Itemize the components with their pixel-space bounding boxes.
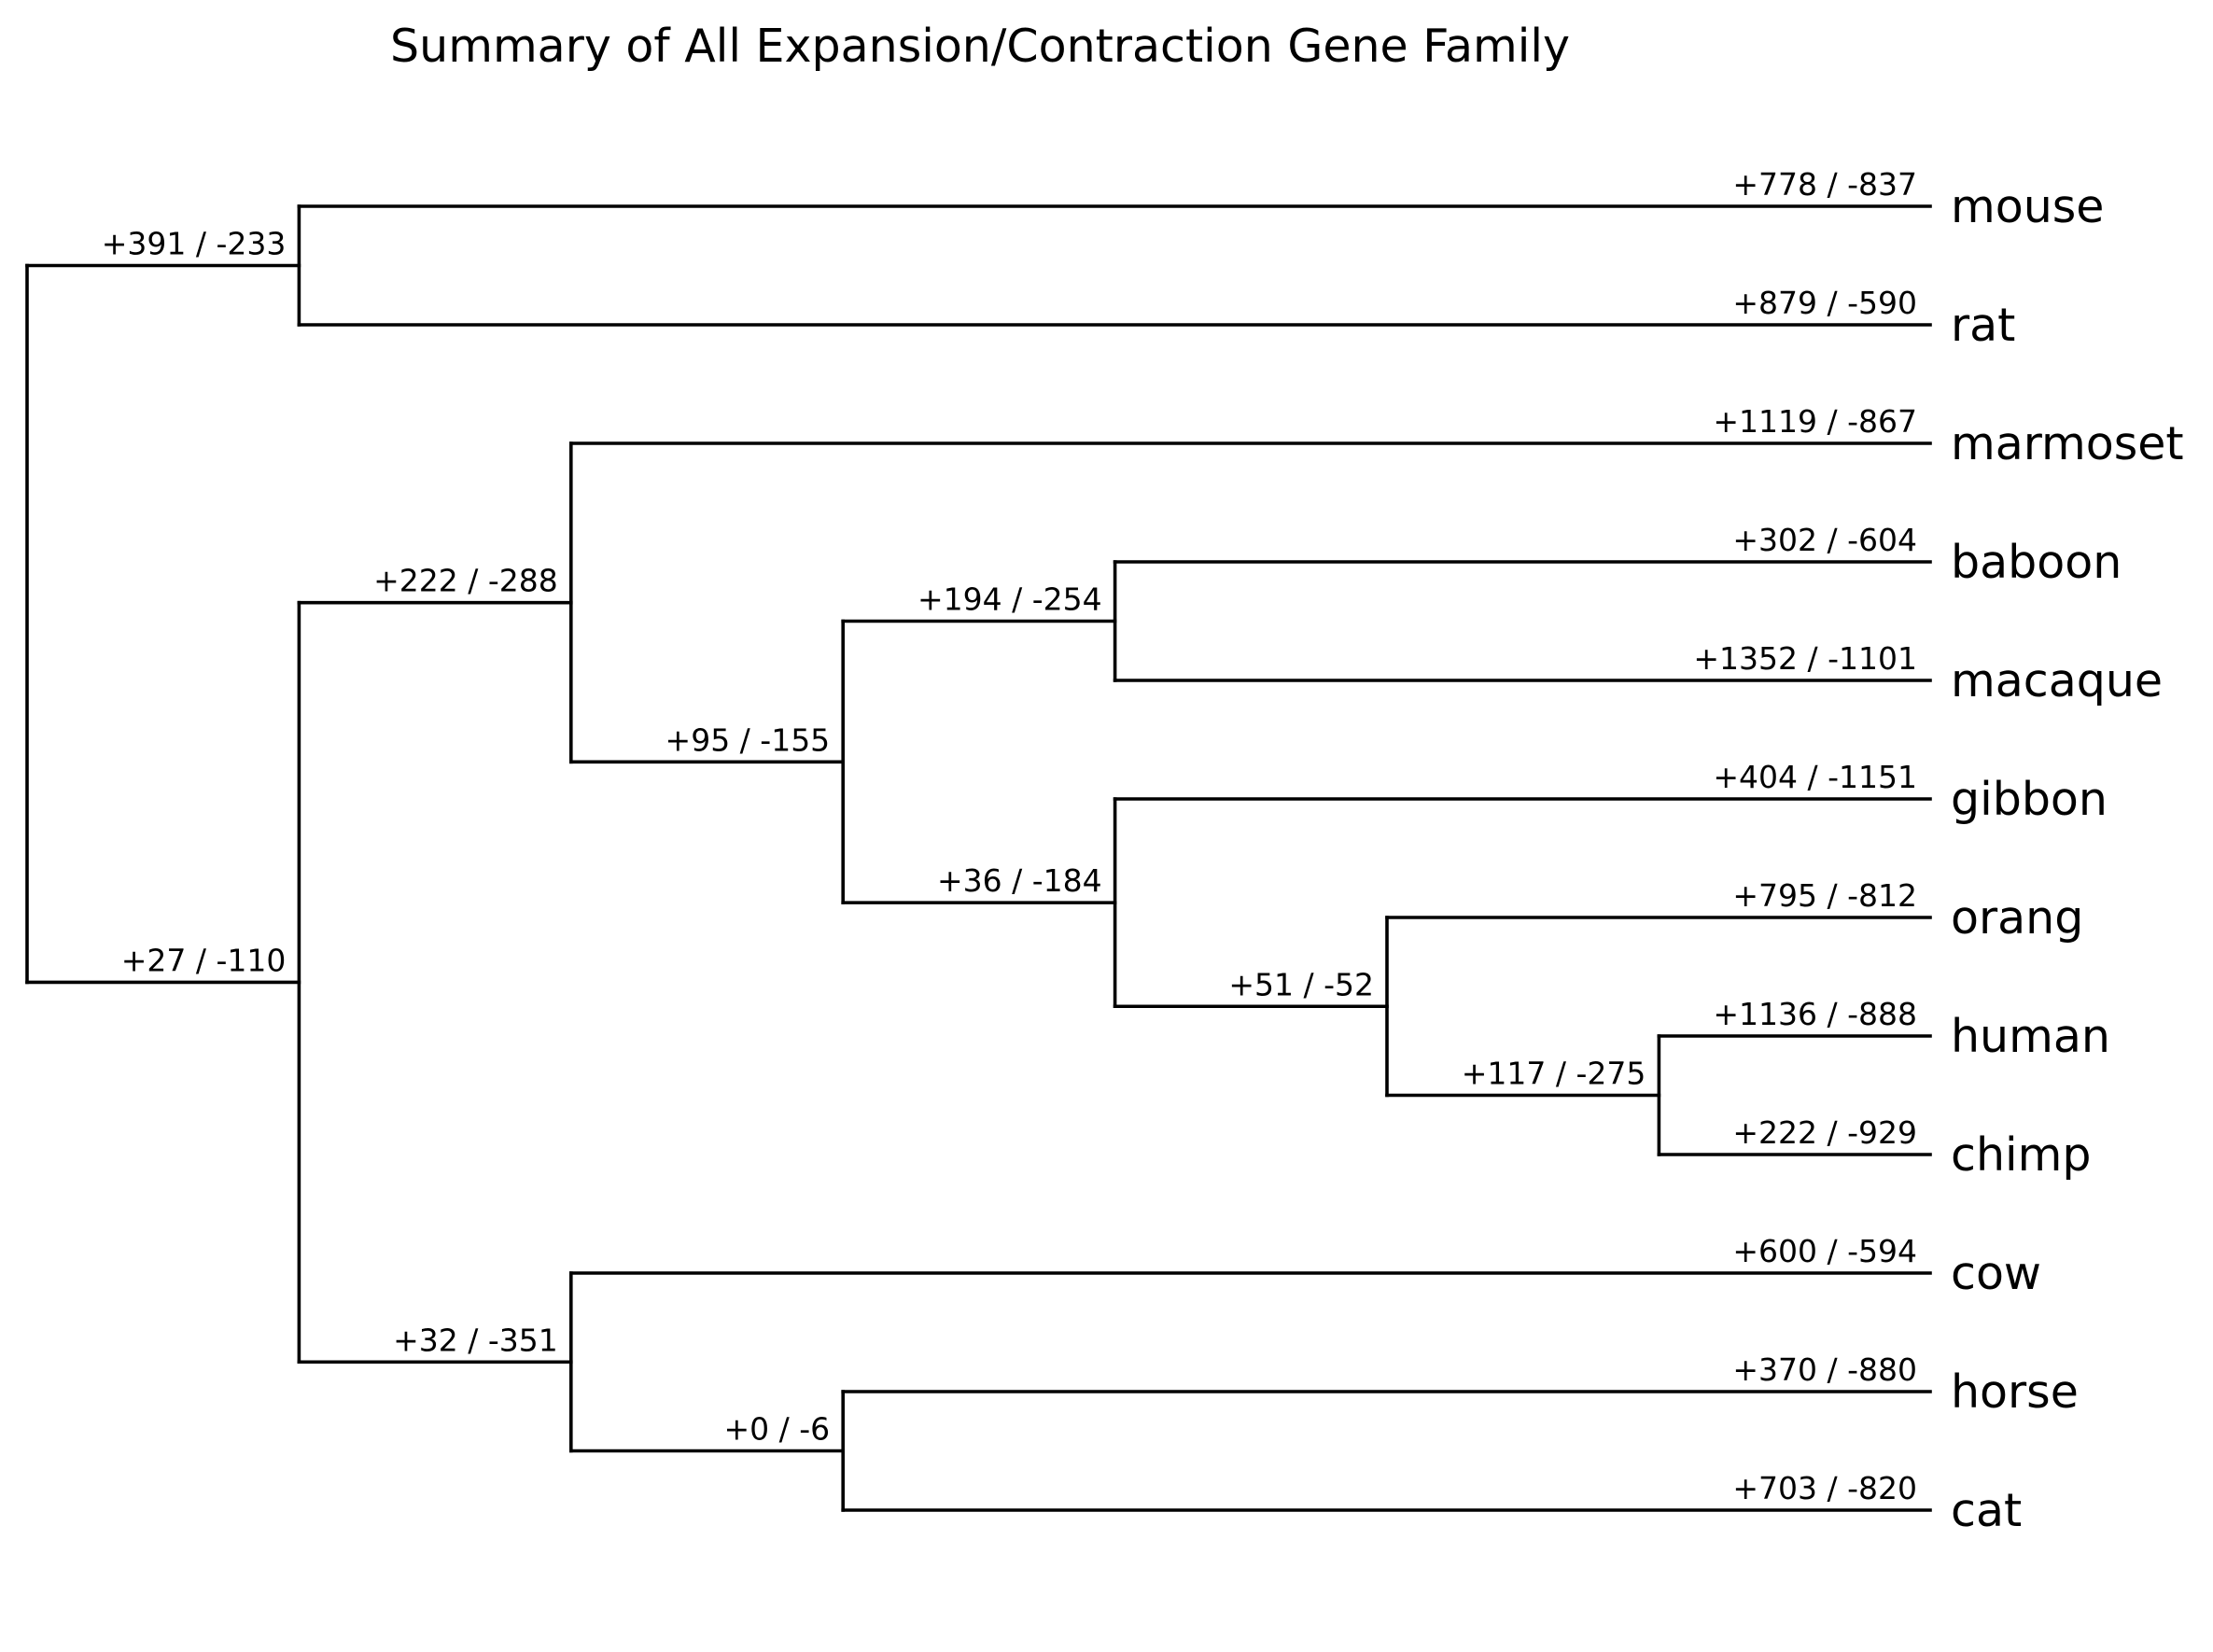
leaf-label-human: human bbox=[1951, 1010, 2110, 1063]
leaf-label-rat: rat bbox=[1951, 299, 2015, 352]
leaf-label-horse: horse bbox=[1951, 1365, 2079, 1419]
leaf-label-cat: cat bbox=[1951, 1484, 2022, 1537]
leaf-label-chimp: chimp bbox=[1951, 1128, 2091, 1182]
tree-branches bbox=[25, 204, 1932, 1512]
branch-label-marmoset: +1119 / -867 bbox=[1713, 403, 1917, 440]
branch-label-root-1: +27 / -110 bbox=[121, 942, 287, 978]
branch-label-root-1-0-1-1: +36 / -184 bbox=[937, 862, 1102, 899]
branch-label-root-1-0-1-1-1-1: +117 / -275 bbox=[1462, 1056, 1646, 1092]
branch-label-root-0: +391 / -233 bbox=[102, 226, 287, 262]
branch-label-chimp: +222 / -929 bbox=[1732, 1114, 1917, 1151]
branch-label-macaque: +1352 / -1101 bbox=[1693, 640, 1917, 677]
branch-label-mouse: +778 / -837 bbox=[1732, 166, 1917, 203]
leaf-label-orang: orang bbox=[1951, 891, 2083, 945]
tree-labels: +391 / -233 +778 / -837 mouse +879 / -590 ra… bbox=[102, 166, 2184, 1537]
branch-label-rat: +879 / -590 bbox=[1732, 285, 1917, 321]
branch-label-cat: +703 / -820 bbox=[1732, 1470, 1917, 1506]
leaf-label-mouse: mouse bbox=[1951, 180, 2104, 233]
figure-title: Summary of All Expansion/Contraction Gen… bbox=[390, 20, 1570, 73]
branch-label-cow: +600 / -594 bbox=[1732, 1233, 1917, 1269]
branch-label-root-1-0: +222 / -288 bbox=[373, 563, 558, 599]
branch-label-gibbon: +404 / -1151 bbox=[1713, 759, 1917, 795]
leaf-label-cow: cow bbox=[1951, 1247, 2041, 1300]
leaf-label-baboon: baboon bbox=[1951, 536, 2122, 589]
branch-label-baboon: +302 / -604 bbox=[1732, 522, 1917, 558]
leaf-label-gibbon: gibbon bbox=[1951, 773, 2108, 826]
leaf-label-marmoset: marmoset bbox=[1951, 417, 2184, 470]
branch-label-root-1-0-1-1-1: +51 / -52 bbox=[1228, 966, 1374, 1002]
branch-label-root-1-0-1-0: +194 / -254 bbox=[917, 581, 1102, 618]
branch-label-root-1-1: +32 / -351 bbox=[393, 1322, 558, 1358]
branch-label-root-1-1-1: +0 / -6 bbox=[724, 1411, 831, 1448]
branch-label-orang: +795 / -812 bbox=[1732, 877, 1917, 914]
branch-label-horse: +370 / -880 bbox=[1732, 1351, 1917, 1388]
branch-label-root-1-0-1: +95 / -155 bbox=[665, 721, 831, 758]
leaf-label-macaque: macaque bbox=[1951, 654, 2163, 707]
branch-label-human: +1136 / -888 bbox=[1713, 996, 1917, 1032]
